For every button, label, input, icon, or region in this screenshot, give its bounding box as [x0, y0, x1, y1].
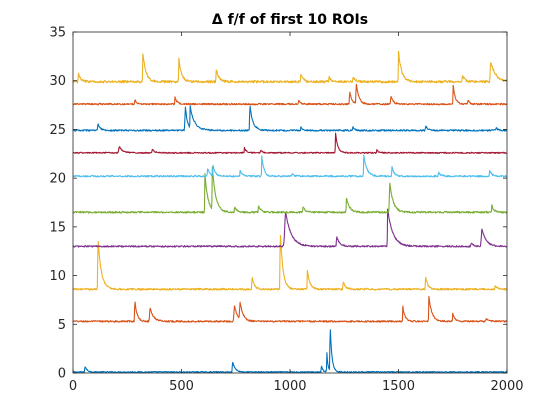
series-line-roi-4 — [72, 208, 508, 248]
y-tick-label: 5 — [58, 318, 66, 333]
y-tick-label: 0 — [58, 367, 66, 382]
x-tick-label: 500 — [169, 379, 194, 394]
series-line-roi-5 — [72, 166, 508, 214]
chart-title: Δ f/f of first 10 ROIs — [212, 12, 368, 28]
y-tick-label: 10 — [49, 269, 66, 284]
series-traces — [72, 50, 508, 374]
y-tick-label: 35 — [49, 26, 66, 41]
series-line-roi-7 — [72, 132, 508, 154]
x-axis-tick-labels: 0 500 1000 1500 2000 — [69, 379, 524, 394]
series-line-roi-9 — [72, 83, 508, 106]
x-tick-label: 1500 — [382, 379, 415, 394]
series-line-roi-8 — [72, 105, 508, 132]
x-tick-label: 2000 — [490, 379, 523, 394]
y-tick-label: 30 — [49, 74, 66, 89]
axis-ticks — [72, 31, 508, 374]
series-line-roi-6 — [72, 154, 508, 178]
x-tick-label: 1000 — [273, 379, 306, 394]
y-tick-label: 25 — [49, 123, 66, 138]
series-line-roi-3 — [72, 234, 508, 291]
series-line-roi-2 — [72, 295, 508, 323]
series-line-roi-10 — [72, 50, 508, 84]
plot-area — [73, 32, 507, 373]
x-tick-label: 0 — [69, 379, 77, 394]
y-tick-label: 20 — [49, 172, 66, 187]
y-axis-tick-labels: 0 5 10 15 20 25 30 35 — [49, 26, 66, 382]
y-tick-label: 15 — [49, 220, 66, 235]
